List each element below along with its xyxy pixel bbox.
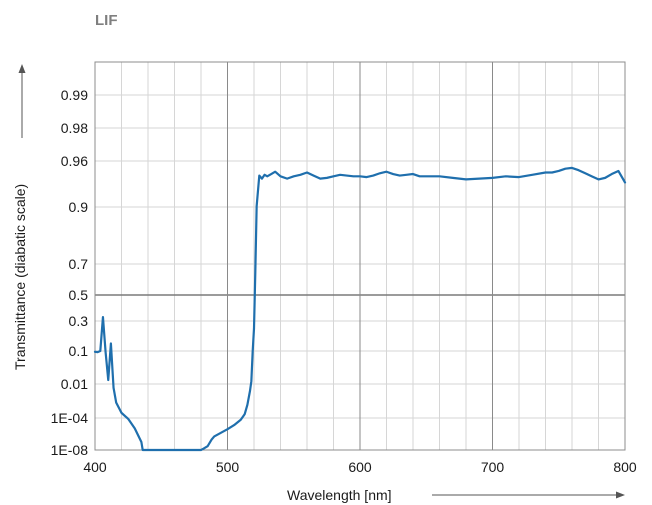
y-tick-label: 0.9 xyxy=(69,199,89,215)
plot-frame xyxy=(94,61,626,451)
y-tick-label: 0.96 xyxy=(61,153,88,169)
y-tick-label: 1E-04 xyxy=(51,410,89,426)
y-tick-label: 0.1 xyxy=(69,343,89,359)
y-tick-label: 0.99 xyxy=(61,87,88,103)
chart-title: LIF xyxy=(95,12,118,29)
transmittance-series-line xyxy=(93,166,627,452)
x-tick-label: 400 xyxy=(83,459,107,475)
y-tick-label: 0.7 xyxy=(69,256,89,272)
x-tick-label: 600 xyxy=(348,459,372,475)
y-tick-labels: 0.99 0.98 0.96 0.9 0.7 0.5 0.3 0.1 0.01 1E-04 1E-0… xyxy=(51,87,89,458)
y-tick-label: 0.01 xyxy=(61,376,88,392)
y-tick-label: 1E-08 xyxy=(51,442,89,458)
x-tick-label: 700 xyxy=(481,459,505,475)
x-axis-arrow xyxy=(432,491,625,499)
x-axis-label: Wavelength [nm] xyxy=(287,487,392,503)
major-gridlines xyxy=(227,62,493,450)
x-tick-labels: 400 500 600 700 800 xyxy=(83,459,637,475)
y-axis-label: Transmittance (diabatic scale) xyxy=(12,184,28,370)
y-tick-label: 0.5 xyxy=(69,287,89,303)
y-axis-arrow xyxy=(18,64,26,138)
x-tick-label: 800 xyxy=(613,459,637,475)
y-tick-label: 0.3 xyxy=(69,313,89,329)
x-tick-label: 500 xyxy=(216,459,240,475)
y-tick-label: 0.98 xyxy=(61,120,88,136)
